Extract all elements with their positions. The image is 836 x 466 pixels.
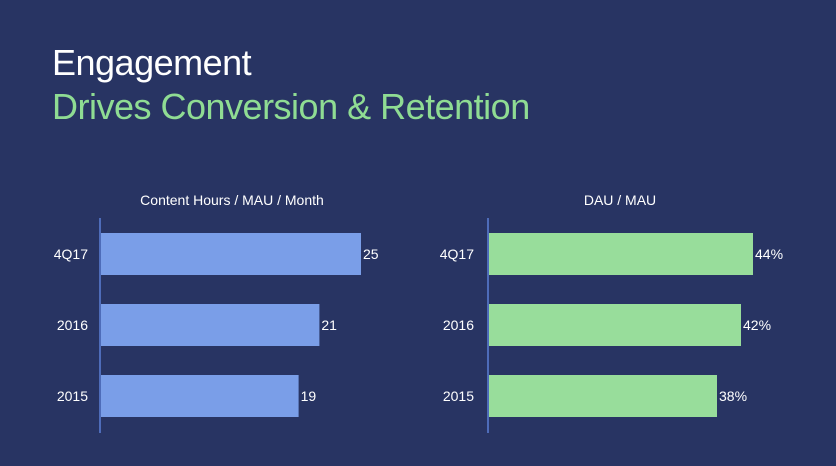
chart-right: DAU / MAU 4Q17 44% 2016 42% 2015 38% xyxy=(440,192,783,433)
chart-left-category-label: 4Q17 xyxy=(54,246,88,262)
chart-left-bar-2016 xyxy=(101,304,320,346)
chart-right-title: DAU / MAU xyxy=(584,192,656,208)
chart-right-value-label: 42% xyxy=(743,317,771,333)
chart-left-value-label: 25 xyxy=(363,246,379,262)
chart-left-bar-4Q17 xyxy=(101,233,361,275)
chart-right-bar-2015 xyxy=(489,375,717,417)
slide-subtitle: Drives Conversion & Retention xyxy=(52,86,530,127)
chart-left-category-label: 2016 xyxy=(57,317,88,333)
chart-right-bar-4Q17 xyxy=(489,233,753,275)
chart-right-category-label: 2015 xyxy=(443,388,474,404)
chart-right-value-label: 38% xyxy=(719,388,747,404)
chart-right-value-label: 44% xyxy=(755,246,783,262)
chart-left-bar-2015 xyxy=(101,375,299,417)
chart-right-category-label: 2016 xyxy=(443,317,474,333)
chart-left-category-label: 2015 xyxy=(57,388,88,404)
chart-left-title: Content Hours / MAU / Month xyxy=(140,192,324,208)
chart-left: Content Hours / MAU / Month 4Q17 25 2016 21… xyxy=(54,192,379,433)
slide-title: Engagement xyxy=(52,42,252,83)
chart-left-value-label: 19 xyxy=(301,388,317,404)
chart-right-category-label: 4Q17 xyxy=(440,246,474,262)
chart-right-bar-2016 xyxy=(489,304,741,346)
chart-left-value-label: 21 xyxy=(321,317,337,333)
